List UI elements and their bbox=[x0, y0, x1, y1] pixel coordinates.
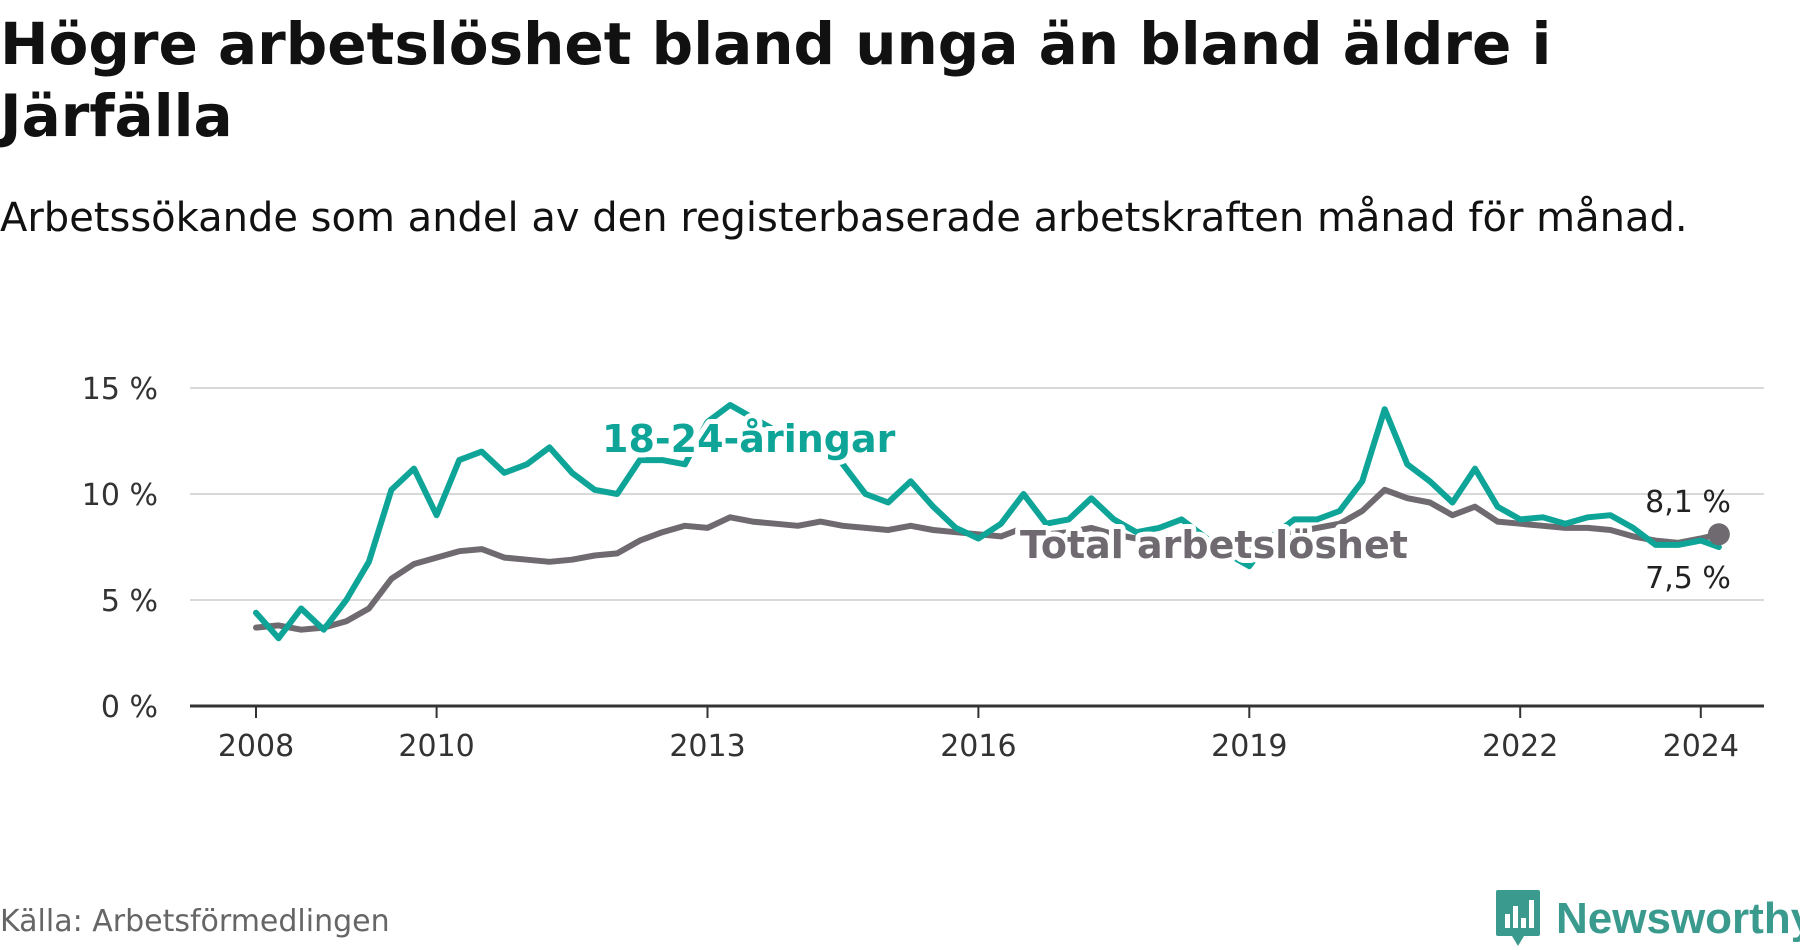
y-tick-label: 0 % bbox=[101, 690, 158, 725]
y-tick-label: 10 % bbox=[82, 478, 158, 513]
total-end-marker bbox=[1708, 523, 1730, 545]
x-tick-label: 2022 bbox=[1482, 729, 1558, 764]
newsworthy-logo[interactable]: Newsworthy bbox=[1494, 888, 1800, 950]
x-tick-label: 2024 bbox=[1663, 729, 1739, 764]
newsworthy-logo-text: Newsworthy bbox=[1556, 894, 1800, 944]
y-tick-label: 15 % bbox=[82, 372, 158, 407]
x-tick-label: 2013 bbox=[669, 729, 745, 764]
line-chart: 0 % 5 % 10 % 15 % 2008 2010 2013 2016 2019 2022 20… bbox=[0, 330, 1800, 770]
grid-layer: 0 % 5 % 10 % 15 % 2008 2010 2013 2016 2019 2022 20… bbox=[82, 372, 1764, 764]
total-end-value-label: 8,1 % bbox=[1645, 485, 1731, 520]
chart-subtitle: Arbetssökande som andel av den registerb… bbox=[0, 190, 1780, 246]
x-tick-label: 2010 bbox=[398, 729, 474, 764]
x-tick-label: 2019 bbox=[1211, 729, 1287, 764]
chart-title: Högre arbetslöshet bland unga än bland ä… bbox=[0, 8, 1780, 152]
series-layer bbox=[256, 405, 1730, 638]
youth-end-value-label: 7,5 % bbox=[1645, 561, 1731, 596]
x-tick-label: 2016 bbox=[940, 729, 1016, 764]
source-note: Källa: Arbetsförmedlingen bbox=[0, 904, 390, 939]
y-tick-label: 5 % bbox=[101, 584, 158, 619]
youth-series-label: 18-24-åringar bbox=[602, 417, 896, 461]
total-series-label: Total arbetslöshet bbox=[1020, 523, 1408, 567]
x-tick-label: 2008 bbox=[218, 729, 294, 764]
newsworthy-logo-icon bbox=[1494, 888, 1542, 950]
